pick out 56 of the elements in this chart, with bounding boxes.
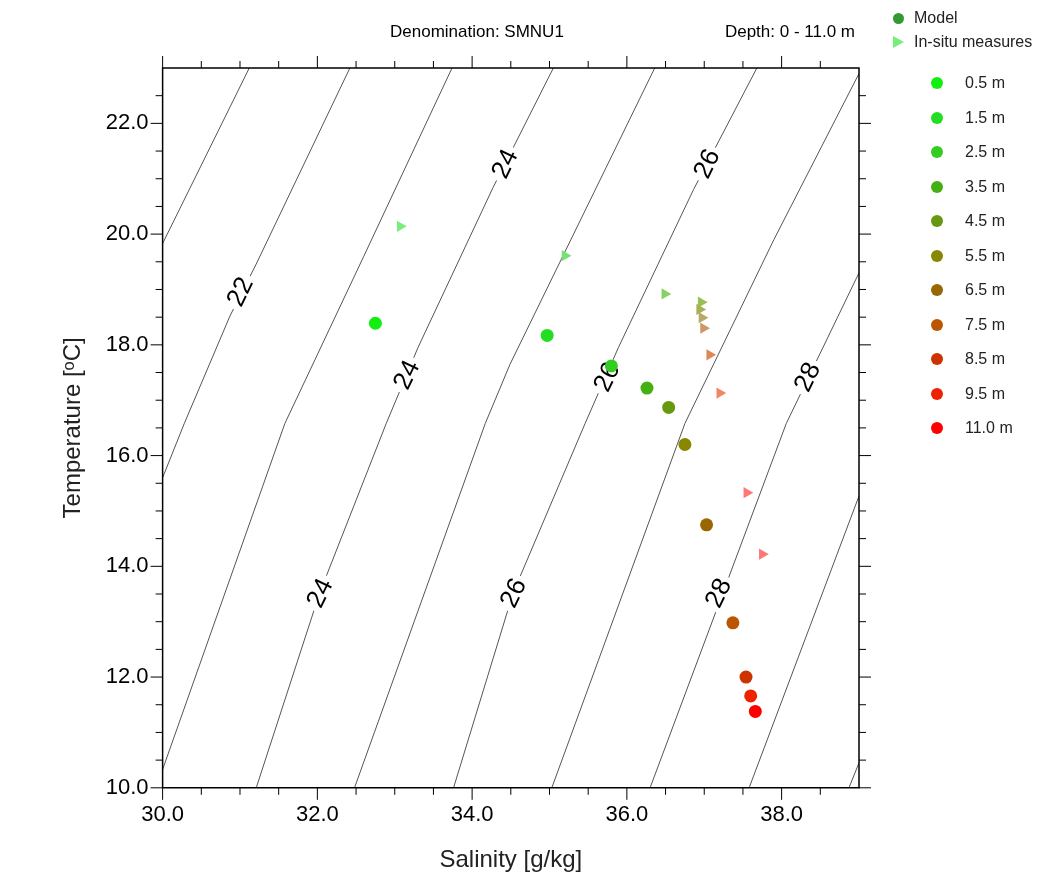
legend-label: 0.5 m [965,74,1006,93]
legend-label: 7.5 m [965,315,1006,334]
annotation: 26 [492,573,533,613]
point [706,349,717,361]
legend-label: 2.5 m [965,143,1006,162]
legend-label: 9.5 m [965,384,1006,403]
point [640,381,654,395]
point [698,312,709,324]
point [540,328,554,342]
point [726,616,740,630]
point [759,548,769,560]
point [716,387,727,399]
point [700,518,714,532]
legend-title: Model [914,9,958,27]
point [739,670,753,684]
y-tick-label: 12.0 [105,663,149,689]
legend-label: 1.5 m [965,108,1006,127]
point [561,250,572,262]
legend-label: 8.5 m [965,350,1006,369]
y-tick-label: 10.0 [105,773,149,799]
annotation: 24 [299,573,339,613]
x-tick-label: 36.0 [605,801,649,827]
annotation: 26 [686,143,726,183]
chart-subtitle: Depth: 0 - 11.0 m [724,22,855,42]
y-tick-label: 20.0 [105,220,149,246]
annotation: 22 [219,271,260,311]
x-tick-label: 38.0 [760,801,804,827]
x-axis-title: Salinity [g/kg] [439,845,583,873]
legend-label: 11.0 m [965,419,1013,438]
legend-label: 4.5 m [965,212,1006,231]
point [748,704,762,718]
point [368,316,382,330]
point [662,400,676,414]
point [743,487,754,499]
point [678,438,692,452]
point [744,689,758,703]
legend-label: In-situ measures [914,33,1033,51]
annotation: 24 [484,143,524,183]
annotation: 28 [697,573,738,613]
x-tick-label: 30.0 [141,801,185,827]
x-tick-label: 34.0 [450,801,494,827]
legend-label: 5.5 m [965,246,1006,265]
legend-label: 6.5 m [965,281,1006,300]
x-tick-label: 32.0 [295,801,339,827]
chart-title: Denomination: SMNU1 [390,22,564,42]
y-axis-title: Temperature [ᵒC] [58,337,86,519]
annotation: 28 [786,357,827,397]
y-tick-label: 16.0 [105,441,149,467]
point [700,322,710,334]
y-tick-label: 14.0 [105,552,149,578]
point [696,303,707,316]
legend-label: 3.5 m [965,177,1006,196]
annotation: 24 [385,354,426,394]
y-tick-label: 22.0 [105,109,149,135]
y-tick-label: 18.0 [105,330,149,356]
point [396,220,407,232]
